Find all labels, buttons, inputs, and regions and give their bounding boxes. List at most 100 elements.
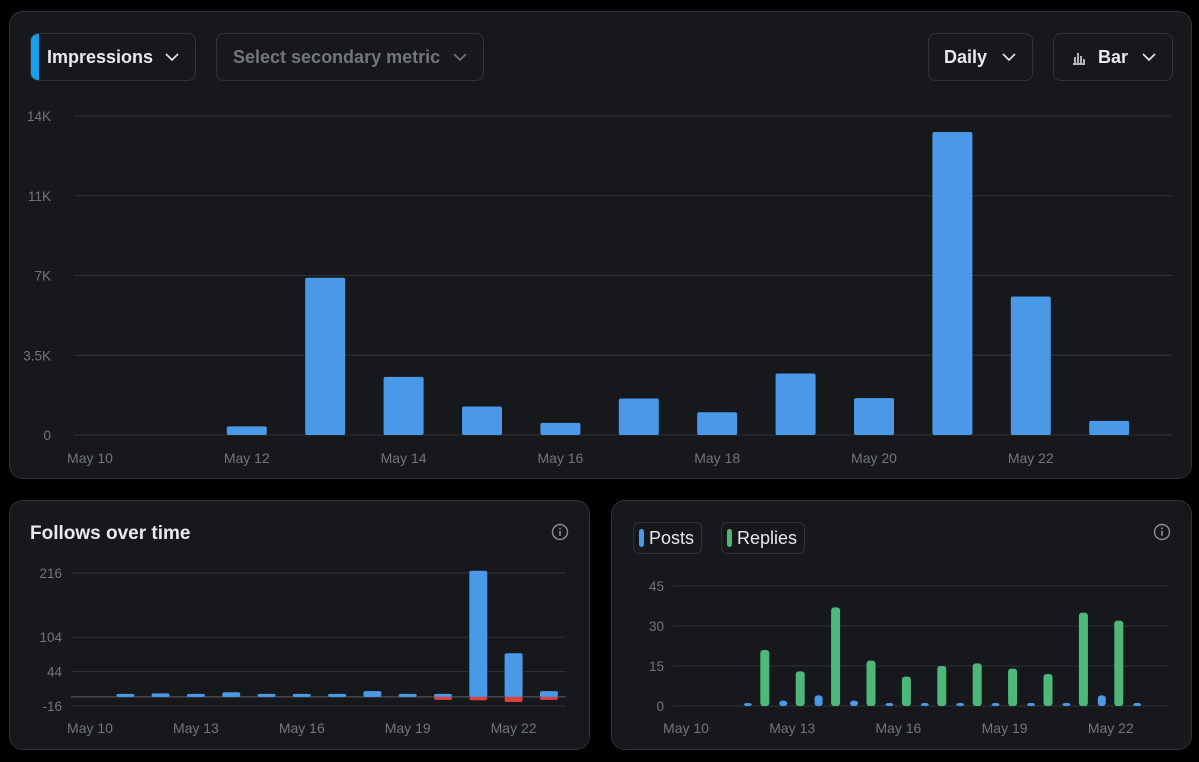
bar-chart-icon <box>1073 53 1085 65</box>
bar <box>1089 420 1130 435</box>
metric-color-indicator <box>31 34 39 80</box>
legend-posts-label: Posts <box>649 527 695 548</box>
bar <box>866 660 876 706</box>
chevron-down-icon <box>1142 53 1156 62</box>
bar <box>1043 674 1053 706</box>
x-tick-label: May 14 <box>381 450 427 466</box>
bar <box>383 376 424 435</box>
bar <box>504 653 523 697</box>
x-tick-label: May 13 <box>769 720 815 736</box>
bar <box>1027 703 1035 706</box>
bar <box>854 398 894 435</box>
posts-replies-bar-chart: 0 15 30 45 May 10 May 13 May 16 May 19 May 22 <box>649 579 1168 736</box>
x-tick-label: May 22 <box>1088 720 1134 736</box>
info-icon[interactable] <box>551 523 569 541</box>
bar <box>1010 296 1051 435</box>
follows-card-title: Follows over time <box>30 523 191 544</box>
x-tick-label: May 13 <box>173 720 219 736</box>
bar <box>775 373 816 435</box>
y-tick-label: -16 <box>42 699 62 714</box>
bar <box>743 703 752 706</box>
bar <box>1078 612 1088 706</box>
bar <box>972 663 982 706</box>
chevron-down-icon <box>453 53 467 62</box>
bar <box>539 696 558 700</box>
y-tick-label: 44 <box>47 665 63 680</box>
primary-metric-label: Impressions <box>47 46 154 67</box>
posts-replies-card: Posts Replies 0 15 30 45 May 10 May 13 May 16 M… <box>611 500 1192 750</box>
bar <box>469 696 488 701</box>
bar <box>469 570 488 697</box>
primary-metric-dropdown[interactable]: Impressions <box>30 33 196 81</box>
bar <box>1008 668 1018 706</box>
x-tick-label: May 18 <box>694 450 740 466</box>
bar <box>920 703 929 706</box>
info-icon[interactable] <box>1153 523 1171 541</box>
legend-replies-label: Replies <box>737 527 798 548</box>
bar <box>937 666 947 706</box>
x-tick-label: May 10 <box>663 720 709 736</box>
bar <box>434 693 452 697</box>
bar <box>434 696 452 700</box>
bar <box>618 398 659 435</box>
bar <box>226 426 267 435</box>
bar <box>1114 620 1124 706</box>
legend-posts[interactable]: Posts <box>633 522 702 554</box>
x-tick-label: May 10 <box>67 450 113 466</box>
bar <box>462 406 502 435</box>
y-tick-label: 14K <box>27 109 51 124</box>
x-tick-label: May 22 <box>491 720 537 736</box>
bar <box>363 691 382 697</box>
bar <box>222 692 241 697</box>
chevron-down-icon <box>1002 53 1016 62</box>
chart-type-label: Bar <box>1098 46 1129 67</box>
bar <box>116 693 135 697</box>
x-tick-label: May 22 <box>1008 450 1054 466</box>
bar <box>814 695 823 706</box>
bar <box>831 607 841 706</box>
follows-bar-chart: -16 44 104 216 May 10 May 13 May 16 May 19 May 2… <box>39 566 566 736</box>
secondary-metric-dropdown[interactable]: Select secondary metric <box>216 33 484 81</box>
bar <box>539 691 558 697</box>
interval-dropdown[interactable]: Daily <box>928 33 1033 81</box>
x-tick-label: May 12 <box>224 450 270 466</box>
y-tick-label: 15 <box>649 659 664 674</box>
bar <box>186 693 205 697</box>
impressions-card: Impressions Select secondary metric Dail… <box>9 11 1192 479</box>
chart-type-dropdown[interactable]: Bar <box>1053 33 1173 81</box>
impressions-bar-chart: 0 3.5K 7K 11K 14K May 10 May 12 May 14 May 16 May… <box>23 109 1172 466</box>
x-tick-label: May 16 <box>279 720 325 736</box>
bar <box>779 700 788 706</box>
y-tick-label: 45 <box>649 579 664 594</box>
interval-label: Daily <box>944 46 988 67</box>
x-tick-label: May 16 <box>875 720 921 736</box>
y-tick-label: 0 <box>656 699 664 714</box>
bar <box>328 693 347 697</box>
bar <box>760 650 770 706</box>
bar <box>292 693 311 697</box>
y-tick-label: 11K <box>28 189 51 204</box>
bar <box>1062 703 1071 706</box>
x-tick-label: May 20 <box>851 450 897 466</box>
chevron-down-icon <box>165 53 179 62</box>
bar <box>901 676 911 706</box>
x-tick-label: May 19 <box>385 720 431 736</box>
x-tick-label: May 16 <box>537 450 583 466</box>
x-tick-label: May 10 <box>67 720 113 736</box>
bar <box>850 700 858 706</box>
legend-replies[interactable]: Replies <box>721 522 805 554</box>
bar <box>540 422 581 435</box>
bar <box>991 703 1000 706</box>
y-tick-label: 7K <box>34 269 51 284</box>
bar <box>398 693 417 697</box>
secondary-metric-placeholder: Select secondary metric <box>233 46 441 67</box>
follows-card: Follows over time -16 44 104 216 May 10 May 1… <box>9 500 590 750</box>
bar <box>504 696 523 702</box>
bar <box>305 277 346 435</box>
bar <box>885 703 894 706</box>
bar <box>956 703 965 706</box>
y-tick-label: 216 <box>39 566 62 581</box>
y-tick-label: 104 <box>39 630 62 645</box>
bar <box>697 412 738 435</box>
y-tick-label: 3.5K <box>23 348 51 363</box>
